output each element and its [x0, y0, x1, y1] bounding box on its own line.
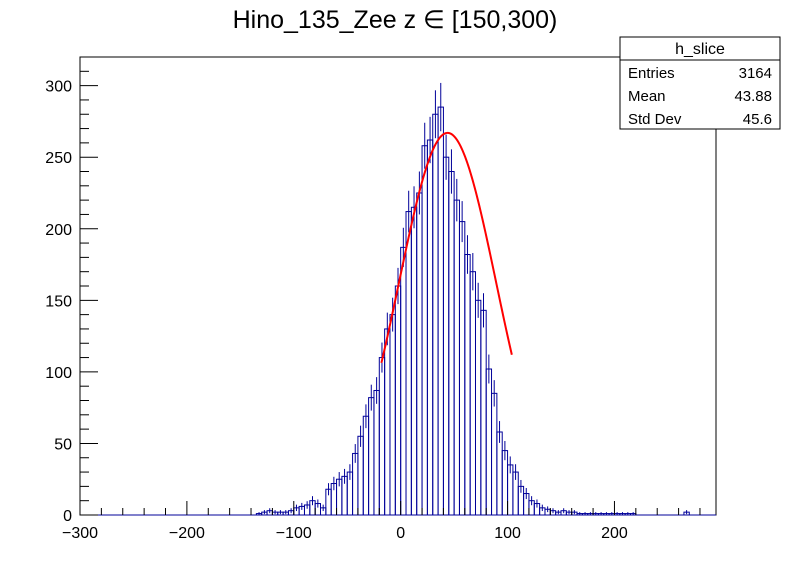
x-tick-label: −100 — [276, 525, 312, 542]
hist-bin — [491, 392, 498, 516]
y-tick-label: 150 — [45, 293, 72, 310]
hist-bin — [442, 156, 450, 516]
y-tick-label: 100 — [45, 365, 72, 382]
hist-bin — [416, 192, 423, 516]
stats-box: h_slice Entries 3164 Mean 43.88 Std Dev … — [619, 36, 781, 130]
stats-box-title: h_slice — [675, 41, 725, 58]
fit-curve-layer — [380, 131, 513, 364]
stats-entries-label: Entries — [628, 65, 675, 82]
x-axis: −300 −200 −100 0 100 200 — [62, 501, 701, 542]
hist-bin — [485, 368, 493, 516]
y-tick-label: 0 — [63, 508, 72, 525]
chart-title: Hino_135_Zee z ∈ [150,300) — [233, 6, 558, 34]
hist-bin — [405, 211, 412, 516]
x-tick-label: −300 — [62, 525, 98, 542]
hist-bin — [421, 145, 428, 516]
hist-bin — [400, 246, 407, 516]
y-tick-label: 200 — [45, 222, 72, 239]
x-tick-label: 200 — [601, 525, 628, 542]
x-tick-label: 100 — [494, 525, 521, 542]
hist-bin — [469, 271, 476, 516]
hist-bin — [389, 314, 396, 516]
hist-bin — [458, 221, 466, 516]
hist-bin — [480, 309, 487, 516]
hist-bin — [453, 199, 460, 516]
hist-bin — [426, 139, 434, 516]
hist-bin — [501, 450, 509, 516]
stats-stddev-label: Std Dev — [628, 111, 682, 128]
hist-bin — [432, 113, 439, 516]
y-tick-label: 300 — [45, 79, 72, 96]
stats-mean-label: Mean — [628, 88, 666, 105]
stats-entries-value: 3164 — [739, 65, 772, 82]
hist-bin — [464, 254, 471, 516]
x-tick-label: 0 — [396, 525, 405, 542]
hist-bin — [448, 171, 455, 516]
histogram-layer — [80, 82, 716, 516]
hist-bin — [384, 328, 391, 516]
hist-bin — [378, 357, 386, 516]
y-axis: 0 50 100 150 200 250 300 — [45, 56, 98, 525]
stats-mean-value: 43.88 — [734, 88, 772, 105]
hist-bin — [357, 435, 364, 516]
hist-bin — [496, 431, 503, 516]
x-tick-label: −200 — [169, 525, 205, 542]
stats-stddev-value: 45.6 — [743, 111, 772, 128]
stats-box-frame — [619, 36, 781, 130]
hist-bin — [362, 415, 370, 516]
hist-bin — [474, 299, 482, 516]
hist-bin — [394, 285, 402, 516]
y-tick-label: 50 — [54, 436, 72, 453]
hist-bin — [368, 397, 375, 516]
y-tick-label: 250 — [45, 150, 72, 167]
hist-bin — [410, 206, 418, 516]
hist-bin — [373, 389, 380, 516]
hist-bin — [437, 106, 444, 516]
gaus-fit-curve — [380, 131, 513, 364]
